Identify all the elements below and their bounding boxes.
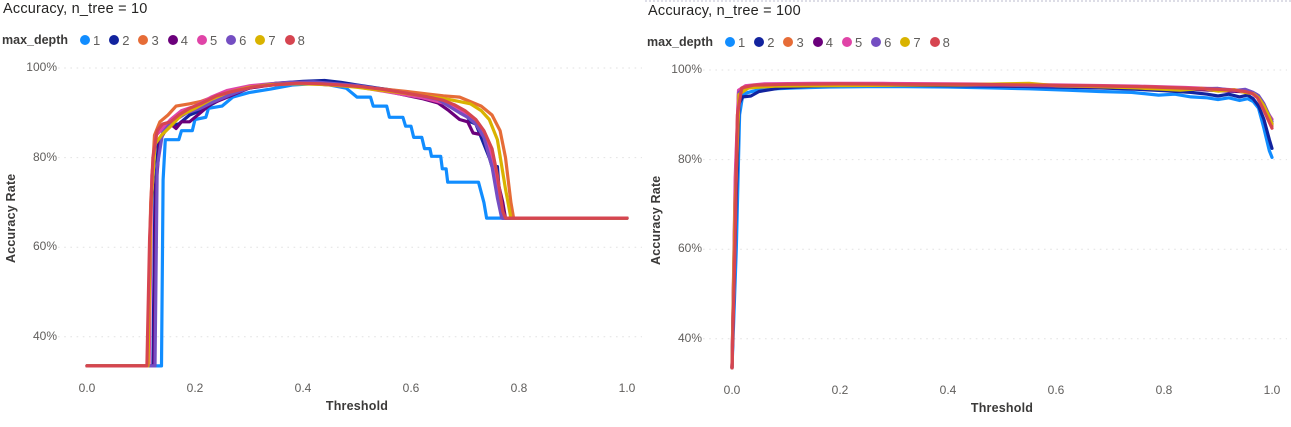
x-tick-label: 0.0 [723,383,741,397]
legend-dot-icon [284,35,295,45]
legend-item-label: 2 [767,34,775,50]
series-line-7[interactable] [730,81,1274,370]
series-line-2[interactable] [730,83,1274,370]
series-line-6[interactable] [85,80,629,368]
legend-item-label: 7 [268,32,276,48]
x-tick-label: 1.0 [618,381,636,395]
legend: max_depth 1 2 3 4 5 6 7 8 [2,31,314,49]
legend-item-7[interactable]: 7 [255,32,276,48]
legend-item-label: 3 [151,32,159,48]
x-tick-label: 0.6 [1047,383,1065,397]
x-tick-label: 0.2 [831,383,849,397]
chart-title: Accuracy, n_tree = 100 [648,3,801,19]
x-tick-label: 0.6 [402,381,420,395]
legend-items: 1 2 3 4 5 6 7 8 [80,33,314,48]
legend-dot-icon [255,35,266,45]
legend-item-label: 7 [913,34,921,50]
legend-dot-icon [138,35,149,45]
legend-item-5[interactable]: 5 [196,32,218,48]
legend-dot-icon [725,37,735,47]
visual-accuracy-ntree-10: Accuracy, n_tree = 10 max_depth 1 2 3 4 5 6 7 8… [0,0,645,425]
plot-area[interactable] [0,0,645,425]
legend-dot-icon [167,35,178,45]
x-tick-label: 1.0 [1263,383,1281,397]
legend-item-1[interactable]: 1 [725,35,745,50]
x-tick-label: 0.8 [1155,383,1173,397]
legend-item-7[interactable]: 7 [900,34,921,50]
legend-item-label: 5 [209,32,218,48]
y-tick-label: 40% [677,330,702,345]
legend-item-6[interactable]: 6 [871,35,891,50]
legend-items: 1 2 3 4 5 6 7 8 [725,35,959,50]
legend-item-4[interactable]: 4 [167,32,188,48]
legend-item-8[interactable]: 8 [929,34,950,50]
legend-title: max_depth [2,33,68,47]
y-tick-label: 80% [677,151,702,166]
legend-item-5[interactable]: 5 [841,34,863,50]
legend-item-3[interactable]: 3 [783,34,804,50]
legend-item-label: 4 [825,34,833,50]
legend-dot-icon [900,37,911,47]
x-tick-label: 0.4 [294,381,312,395]
y-tick-label: 100% [26,60,57,74]
y-tick-label: 100% [671,62,702,76]
y-tick-label: 60% [677,241,702,256]
y-tick-label: 40% [32,328,57,343]
series-line-3[interactable] [730,82,1274,370]
series-line-8[interactable] [85,81,629,368]
series-line-6[interactable] [730,82,1274,370]
legend-item-8[interactable]: 8 [284,32,305,48]
legend-item-3[interactable]: 3 [138,32,159,48]
x-axis-title: Threshold [970,401,1034,415]
x-axis-title: Threshold [325,399,389,413]
legend-item-label: 6 [884,34,892,50]
legend-item-2[interactable]: 2 [109,33,129,48]
legend-item-label: 8 [297,32,305,48]
legend-title: max_depth [647,35,713,49]
legend-item-label: 4 [180,32,188,48]
chart-title: Accuracy, n_tree = 10 [3,1,148,17]
legend-item-label: 1 [93,32,101,48]
legend-dot-icon [80,35,90,45]
legend-dot-icon [871,37,882,47]
legend-item-6[interactable]: 6 [226,33,246,48]
x-tick-label: 0.8 [510,381,528,395]
x-tick-label: 0.4 [939,383,957,397]
series-line-8[interactable] [730,82,1274,370]
legend-item-label: 2 [122,32,130,48]
series-line-1[interactable] [85,82,629,368]
legend-dot-icon [783,37,794,47]
legend-dot-icon [109,35,120,45]
legend: max_depth 1 2 3 4 5 6 7 8 [647,33,959,51]
legend-dot-icon [929,37,940,47]
series-line-5[interactable] [730,81,1274,370]
legend-item-2[interactable]: 2 [754,35,774,50]
series-line-4[interactable] [730,82,1274,370]
legend-dot-icon [754,37,765,47]
x-tick-label: 0.2 [186,381,204,395]
legend-dot-icon [841,37,852,47]
legend-item-1[interactable]: 1 [80,33,100,48]
legend-dot-icon [226,35,237,45]
legend-item-4[interactable]: 4 [812,34,833,50]
legend-dot-icon [196,35,207,45]
plot-area[interactable] [645,2,1291,427]
legend-item-label: 6 [239,32,247,48]
legend-item-label: 8 [942,34,950,50]
x-tick-label: 0.0 [78,381,96,395]
legend-dot-icon [812,37,823,47]
series-line-1[interactable] [730,84,1274,370]
y-tick-label: 60% [32,239,57,254]
legend-item-label: 3 [796,34,804,50]
legend-item-label: 1 [738,34,746,50]
legend-item-label: 5 [854,34,863,50]
y-tick-label: 80% [32,149,57,164]
visual-accuracy-ntree-100: Accuracy, n_tree = 100 max_depth 1 2 3 4 5 6 7… [645,0,1291,427]
